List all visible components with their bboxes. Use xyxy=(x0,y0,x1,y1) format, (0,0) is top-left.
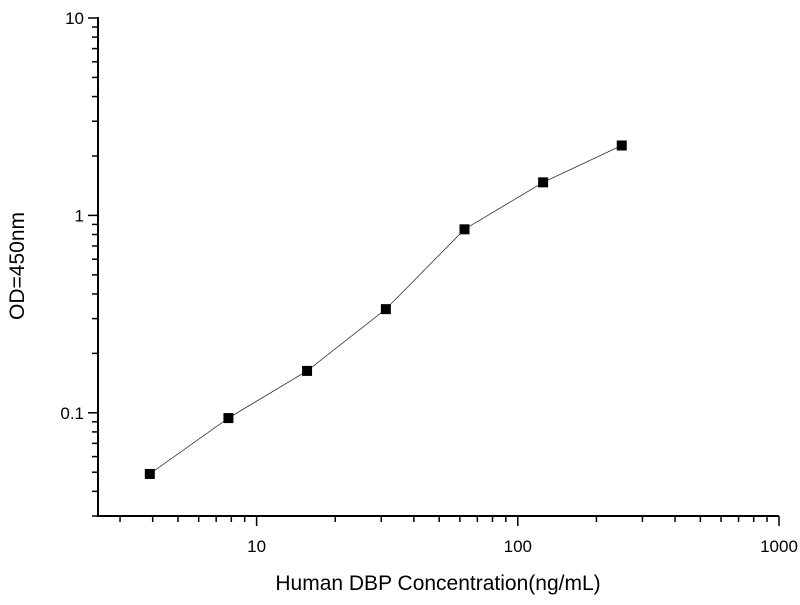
data-point xyxy=(223,413,234,424)
data-point xyxy=(380,304,391,315)
y-tick-label: 0.1 xyxy=(60,404,84,423)
x-tick-label: 10 xyxy=(247,537,266,556)
data-point xyxy=(538,177,549,188)
x-axis-label: Human DBP Concentration(ng/mL) xyxy=(275,572,600,595)
data-point xyxy=(302,365,313,376)
x-tick-label: 1000 xyxy=(760,537,798,556)
data-point xyxy=(144,468,155,479)
ticks: 10 100 1000 0.1 1 10 xyxy=(60,9,798,556)
y-tick-label: 1 xyxy=(75,206,84,225)
data-point xyxy=(616,140,627,151)
y-axis-label: OD=450nm xyxy=(6,212,29,320)
series xyxy=(144,140,627,479)
axes xyxy=(97,17,779,517)
x-tick-label: 100 xyxy=(504,537,532,556)
y-tick-label: 10 xyxy=(65,9,84,28)
data-point xyxy=(459,224,470,235)
